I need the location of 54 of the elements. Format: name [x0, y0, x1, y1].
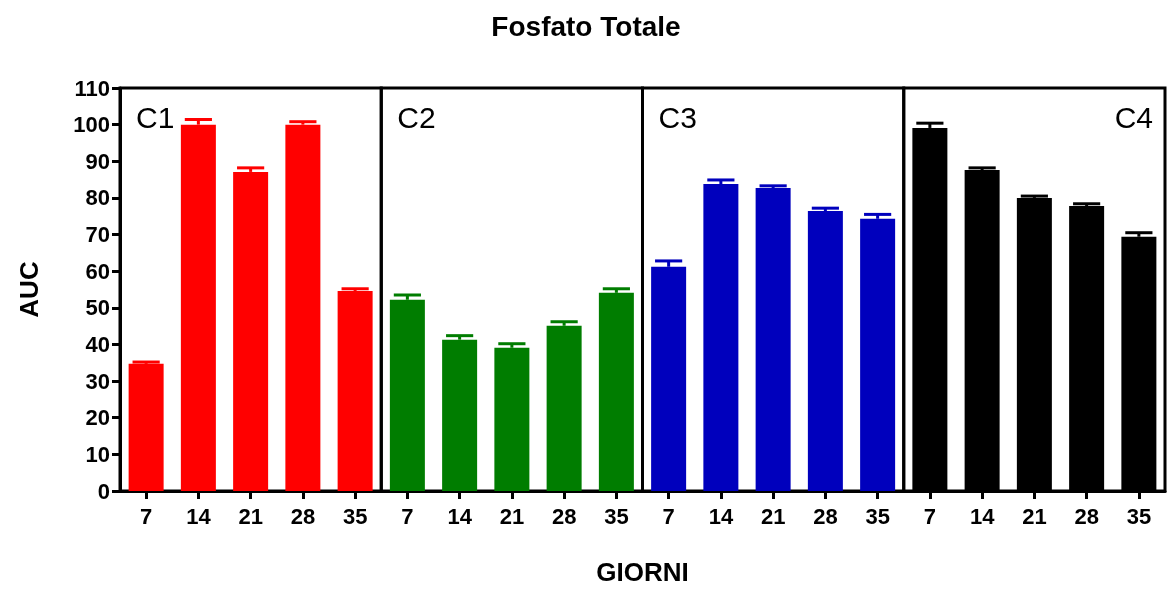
- bar: [494, 347, 530, 491]
- annotation: C2: [397, 100, 436, 134]
- bar: [651, 266, 687, 491]
- x-tick-label: 28: [813, 503, 838, 529]
- x-tick-label: 21: [760, 503, 786, 529]
- x-tick-label: 14: [969, 503, 996, 529]
- bar: [233, 171, 269, 491]
- bar: [860, 218, 896, 491]
- bar: [180, 124, 216, 491]
- x-tick-label: 28: [290, 503, 316, 529]
- y-tick-label: 100: [73, 112, 110, 138]
- annotation: C3: [658, 100, 697, 134]
- y-tick-label: 40: [85, 331, 110, 357]
- x-tick-label: 14: [186, 503, 212, 529]
- y-tick-label: 90: [85, 148, 110, 174]
- x-tick-label: 35: [604, 503, 629, 529]
- y-tick-label: 110: [74, 75, 110, 101]
- x-tick-label: 35: [342, 503, 368, 529]
- y-tick-label: 80: [85, 185, 110, 211]
- y-tick-label: 10: [85, 441, 110, 467]
- x-tick-label: 21: [238, 503, 263, 529]
- bar: [598, 292, 634, 491]
- bar: [128, 363, 164, 491]
- chart-title: Fosfato Totale: [491, 10, 681, 42]
- x-tick-label: 35: [865, 503, 890, 529]
- y-tick-label: 50: [85, 295, 110, 321]
- bar: [285, 124, 321, 491]
- x-tick-label: 7: [401, 503, 414, 529]
- bar: [442, 339, 478, 491]
- x-tick-label: 14: [447, 503, 473, 529]
- annotation: C1: [136, 100, 175, 134]
- x-tick-label: 7: [140, 503, 153, 529]
- x-tick-label: 7: [662, 503, 675, 529]
- x-tick-label: 28: [1074, 503, 1099, 529]
- annotation: C4: [1114, 100, 1154, 134]
- x-axis-title: GIORNI: [596, 557, 689, 587]
- x-tick-label: 21: [499, 503, 525, 529]
- x-tick-label: 35: [1126, 503, 1152, 529]
- bar: [807, 211, 843, 491]
- x-tick-label: 21: [1022, 503, 1047, 529]
- bar: [703, 183, 739, 491]
- x-tick-label: 7: [923, 503, 936, 529]
- x-tick-label: 14: [708, 503, 734, 529]
- y-tick-label: 60: [85, 258, 110, 284]
- bar: [546, 325, 582, 491]
- bar: [389, 299, 425, 491]
- bar: [337, 290, 373, 491]
- x-tick-label: 28: [551, 503, 577, 529]
- y-tick-label: 70: [85, 222, 110, 248]
- y-tick-label: 0: [97, 478, 110, 504]
- bar: [755, 188, 791, 491]
- y-tick-label: 20: [85, 405, 110, 431]
- y-tick-label: 30: [85, 368, 110, 394]
- y-axis-title: AUC: [14, 261, 44, 318]
